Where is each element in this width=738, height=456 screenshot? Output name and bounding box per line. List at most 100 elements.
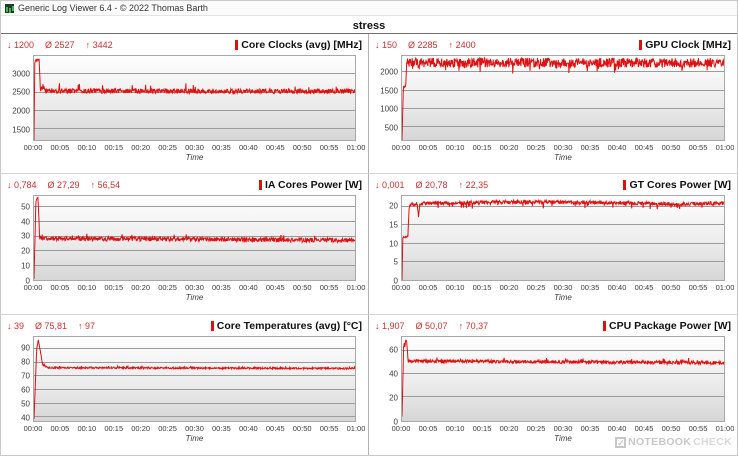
x-tick-label: 00:55: [688, 143, 708, 152]
chart-core-temperatures[interactable]: 40 50 60 70 80 90 00:00 00:05 00:10 00:15 00:20 00:…: [6, 335, 365, 445]
y-tick-label: 40: [21, 413, 30, 423]
y-axis: 0 20 40 60: [374, 336, 401, 427]
y-tick-label: 20: [21, 246, 30, 256]
x-tick-label: 00:10: [445, 283, 465, 293]
series-color-swatch: [603, 320, 607, 331]
grid-line: [402, 89, 724, 91]
y-tick-label: 3000: [12, 69, 30, 79]
x-tick-label: 00:55: [319, 423, 339, 433]
x-tick-label: 00:10: [77, 143, 97, 152]
series-line: [402, 337, 724, 421]
y-tick-label: 2000: [12, 106, 30, 116]
y-tick-label: 0: [393, 417, 398, 427]
y-axis: 1500 2000 2500 3000: [6, 55, 33, 141]
x-tick-label: 00:20: [499, 283, 519, 293]
plot-area[interactable]: [33, 335, 356, 422]
x-axis: 00:00 00:05 00:10 00:15 00:20 00:25 00:30 00:35…: [392, 422, 735, 434]
stat-avg: Ø 50,07: [415, 320, 448, 331]
stat-max: ↑ 97: [78, 320, 96, 331]
chart-gpu-clock[interactable]: 500 1000 1500 2000 00:00 00:05 00:10 00:15 00:20…: [374, 55, 734, 164]
window-titlebar[interactable]: Generic Log Viewer 6.4 - © 2022 Thomas B…: [1, 1, 737, 16]
grid-line: [34, 206, 355, 208]
chart-cpu-package-power[interactable]: 0 20 40 60 00:00 00:05 00:10 00:15 00:20 00:25 00:…: [374, 335, 735, 445]
y-axis: 0 10 20 30 40 50: [6, 195, 33, 286]
y-tick-label: 10: [21, 261, 30, 271]
x-tick-label: 00:50: [292, 423, 312, 433]
grid-line: [402, 396, 724, 398]
x-tick-label: 01:00: [346, 283, 366, 293]
x-tick-label: 00:35: [212, 423, 231, 433]
stat-min: ↓ 39: [7, 320, 25, 331]
x-tick-label: 00:20: [131, 143, 151, 152]
x-tick-label: 00:25: [158, 423, 177, 433]
x-tick-label: 00:30: [185, 283, 204, 293]
grid-line: [402, 260, 724, 262]
chart-ia-cores-power[interactable]: 0 10 20 30 40 50 00:00 00:05 00:10 00:15 00:20 00:2…: [6, 195, 366, 304]
y-tick-label: 70: [21, 371, 30, 381]
charts-grid: ↓ 1200 Ø 2527 ↑ 3442 Core Clocks (avg) […: [1, 34, 737, 455]
x-tick-label: 00:40: [238, 423, 258, 433]
x-tick-label: 00:30: [553, 143, 573, 152]
x-tick-label: 00:30: [185, 143, 204, 152]
x-tick-label: 00:50: [661, 143, 681, 152]
x-tick-label: 00:25: [526, 283, 546, 293]
x-tick-label: 00:35: [580, 283, 600, 293]
series-color-swatch: [639, 40, 643, 50]
x-tick-label: 00:40: [607, 423, 627, 433]
x-tick-label: 01:00: [715, 423, 735, 433]
x-tick-label: 00:05: [50, 283, 70, 293]
grid-line: [34, 220, 355, 222]
x-tick-label: 00:25: [526, 143, 546, 152]
plot-area[interactable]: [401, 55, 725, 141]
y-tick-label: 20: [389, 393, 398, 403]
y-tick-label: 50: [21, 202, 30, 212]
grid-line: [34, 264, 355, 266]
chart-core-clocks[interactable]: 1500 2000 2500 3000 00:00 00:05 00:10 00:15 00:2…: [6, 55, 366, 164]
y-tick-label: 30: [21, 231, 30, 241]
x-axis-title: Time: [554, 433, 572, 443]
stat-avg: Ø 2285: [408, 40, 438, 50]
plot-area[interactable]: [33, 195, 356, 282]
stat-avg: Ø 20,78: [415, 180, 448, 191]
panel-gpu-clock: ↓ 150 Ø 2285 ↑ 2400 GPU Clock [MHz] 500 1…: [369, 34, 737, 175]
plot-area[interactable]: [401, 195, 725, 282]
x-tick-label: 00:45: [265, 143, 285, 152]
stat-min: ↓ 0,784: [7, 180, 37, 191]
x-tick-label: 00:05: [418, 143, 438, 152]
stat-max: ↑ 22,35: [458, 180, 489, 191]
x-tick-label: 00:50: [661, 283, 681, 293]
x-tick-label: 00:20: [131, 423, 151, 433]
grid-line: [402, 373, 724, 374]
stat-min: ↓ 1,907: [375, 320, 405, 331]
x-tick-label: 00:15: [104, 423, 124, 433]
x-axis: 00:00 00:05 00:10 00:15 00:20 00:25 00:30 00:35…: [24, 141, 366, 153]
x-tick-label: 01:00: [346, 143, 366, 152]
plot-area[interactable]: [401, 335, 725, 422]
panel-gt-power: ↓ 0,001 Ø 20,78 ↑ 22,35 GT Cores Power […: [369, 174, 737, 315]
grid-line: [34, 361, 355, 363]
panel-cpu-power: ↓ 1,907 Ø 50,07 ↑ 70,37 CPU Package Powe…: [369, 314, 737, 455]
series-line: [34, 196, 355, 280]
y-tick-label: 60: [21, 385, 30, 395]
x-tick-label: 00:20: [499, 143, 519, 152]
x-tick-label: 00:40: [607, 283, 627, 293]
plot-area[interactable]: [33, 55, 356, 141]
y-tick-label: 5: [393, 257, 398, 267]
x-tick-label: 00:15: [472, 143, 492, 152]
x-tick-label: 00:00: [23, 423, 43, 433]
series-color-swatch: [235, 40, 239, 50]
y-tick-label: 2000: [380, 67, 398, 77]
series-line: [34, 56, 355, 140]
y-axis: 40 50 60 70 80 90: [6, 336, 33, 423]
x-tick-label: 00:05: [418, 423, 438, 433]
stat-min: ↓ 150: [375, 40, 398, 50]
y-tick-label: 40: [21, 217, 30, 227]
view-title: stress: [352, 20, 386, 32]
x-tick-label: 00:00: [391, 143, 411, 152]
stat-min: ↓ 0,001: [375, 180, 405, 191]
panel-core-clocks: ↓ 1200 Ø 2527 ↑ 3442 Core Clocks (avg) […: [1, 34, 369, 175]
y-tick-label: 0: [25, 276, 30, 286]
stat-min: ↓ 1200: [7, 40, 35, 50]
x-axis-title: Time: [554, 293, 572, 303]
chart-gt-cores-power[interactable]: 0 5 10 15 20 00:00 00:05 00:10 00:15 00:20 00:25 00…: [374, 195, 734, 304]
